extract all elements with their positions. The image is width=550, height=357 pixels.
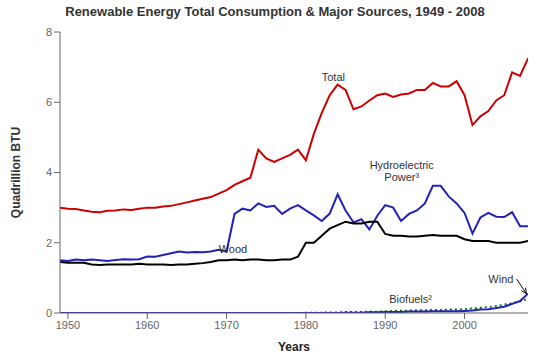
svg-text:Biofuels²: Biofuels² [389, 293, 432, 305]
svg-text:4: 4 [46, 166, 52, 178]
svg-text:1980: 1980 [294, 319, 318, 331]
svg-text:8: 8 [46, 26, 52, 38]
svg-text:Quadrillion BTU: Quadrillion BTU [9, 127, 23, 218]
svg-text:Wood: Wood [219, 243, 248, 255]
svg-text:2000: 2000 [452, 319, 476, 331]
svg-text:Years: Years [278, 340, 310, 354]
svg-text:1950: 1950 [56, 319, 80, 331]
svg-text:Wind: Wind [488, 273, 513, 285]
svg-text:1990: 1990 [373, 319, 397, 331]
svg-text:6: 6 [46, 96, 52, 108]
svg-text:1970: 1970 [214, 319, 238, 331]
svg-text:2: 2 [46, 237, 52, 249]
html-text:Renewable Energy Total Consump: Renewable Energy Total Consumption & Maj… [65, 4, 485, 19]
svg-text:HydroelectricPower³: HydroelectricPower³ [370, 159, 435, 183]
svg-text:0: 0 [46, 307, 52, 319]
svg-text:1960: 1960 [135, 319, 159, 331]
svg-text:Total: Total [322, 71, 345, 83]
